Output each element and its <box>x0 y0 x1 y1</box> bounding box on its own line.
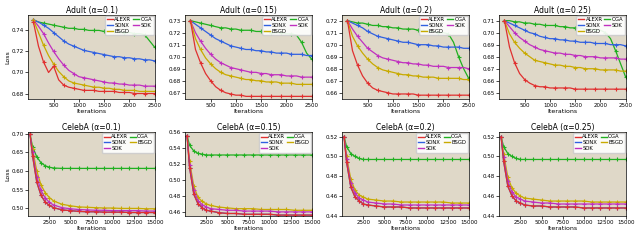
Y-axis label: Loss: Loss <box>6 50 10 64</box>
Title: Adult (α=0.2): Adult (α=0.2) <box>380 5 431 14</box>
X-axis label: Iterations: Iterations <box>390 109 420 114</box>
Legend: ALEXR, SONX, BSGD, OGA, SOK: ALEXR, SONX, BSGD, OGA, SOK <box>419 16 468 36</box>
Title: Adult (α=0.25): Adult (α=0.25) <box>534 5 591 14</box>
Title: Adult (α=0.1): Adult (α=0.1) <box>65 5 118 14</box>
Title: CelebA (α=0.15): CelebA (α=0.15) <box>217 123 280 132</box>
Title: CelebA (α=0.1): CelebA (α=0.1) <box>62 123 121 132</box>
Title: CelebA (α=0.25): CelebA (α=0.25) <box>531 123 595 132</box>
X-axis label: Iterations: Iterations <box>547 226 578 232</box>
Legend: ALEXR, SONX, SOK, OGA, BSGD: ALEXR, SONX, SOK, OGA, BSGD <box>102 133 154 153</box>
Y-axis label: Loss: Loss <box>6 167 10 181</box>
Title: CelebA (α=0.2): CelebA (α=0.2) <box>376 123 435 132</box>
X-axis label: Iterations: Iterations <box>234 109 264 114</box>
X-axis label: Iterations: Iterations <box>390 226 420 232</box>
Title: Adult (α=0.15): Adult (α=0.15) <box>220 5 277 14</box>
Legend: ALEXR, SONX, BSGD, OGA, SOK: ALEXR, SONX, BSGD, OGA, SOK <box>262 16 310 36</box>
X-axis label: Iterations: Iterations <box>547 109 578 114</box>
X-axis label: Iterations: Iterations <box>76 226 107 232</box>
Legend: ALEXR, SONX, BSGD, OGA, SOK: ALEXR, SONX, BSGD, OGA, SOK <box>106 16 154 36</box>
X-axis label: Iterations: Iterations <box>76 109 107 114</box>
Legend: ALEXR, SONX, SOK, OGA, BSGD: ALEXR, SONX, SOK, OGA, BSGD <box>416 133 468 153</box>
Legend: ALEXR, SONX, BSGD, OGA, SOK: ALEXR, SONX, BSGD, OGA, SOK <box>577 16 625 36</box>
X-axis label: Iterations: Iterations <box>234 226 264 232</box>
Legend: ALEXR, SONX, SOK, OGA, BSGD: ALEXR, SONX, SOK, OGA, BSGD <box>259 133 310 153</box>
Legend: ALEXR, SONX, SOK, OGA, BSGD: ALEXR, SONX, SOK, OGA, BSGD <box>573 133 625 153</box>
